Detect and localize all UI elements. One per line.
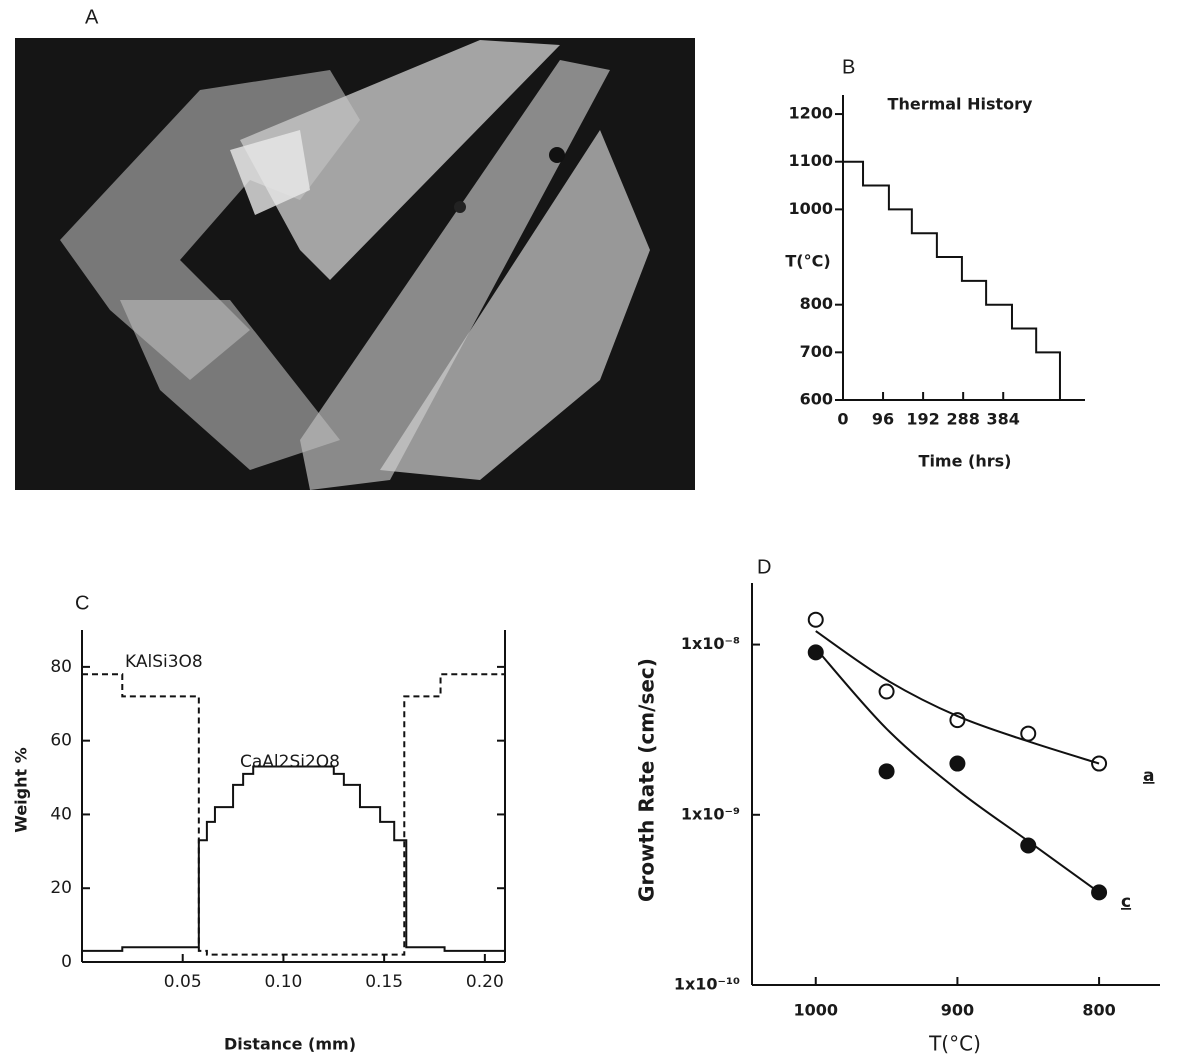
x-tick-label: 0: [837, 410, 848, 429]
x-axis-label: T(°C): [928, 1032, 981, 1056]
x-tick-label: 0.20: [466, 972, 504, 992]
x-tick-label: 288: [946, 410, 979, 429]
x-axis-label: Distance (mm): [224, 1035, 356, 1054]
x-tick-label: 384: [987, 410, 1020, 429]
y-tick-label: 40: [50, 804, 72, 824]
y-tick-label: 1000: [788, 199, 833, 218]
x-tick-label: 800: [1082, 1001, 1115, 1020]
panel-label: C: [75, 592, 89, 614]
x-axis-label: Time (hrs): [919, 452, 1012, 471]
data-point: [949, 755, 966, 772]
y-tick-label: 1x10⁻⁸: [681, 634, 740, 653]
y-axis-label: Weight %: [12, 747, 31, 833]
panel-label: B: [842, 56, 855, 78]
fit-curve: [815, 630, 1100, 765]
y-axis-label: T(°C): [785, 252, 830, 271]
y-tick-label: 0: [61, 952, 72, 972]
micrograph: [15, 38, 695, 490]
data-point: [807, 644, 824, 661]
y-tick-label: 1100: [788, 151, 833, 170]
x-tick-label: 900: [941, 1001, 974, 1020]
step-line: [82, 673, 505, 956]
y-tick-label: 60: [50, 731, 72, 751]
y-tick-label: 1200: [788, 104, 833, 123]
fit-curve: [814, 647, 1100, 894]
panel-label: D: [757, 556, 771, 578]
series-label: KAlSi3O8: [125, 652, 203, 672]
y-tick-label: 600: [800, 390, 833, 409]
step-line: [82, 765, 505, 952]
data-point: [878, 683, 895, 700]
y-axis-label: Growth Rate (cm/sec): [635, 658, 659, 902]
panel-label: A: [85, 6, 99, 28]
y-tick-label: 1x10⁻⁹: [681, 804, 740, 823]
y-tick-label: 700: [800, 342, 833, 361]
step-line: [843, 160, 1061, 400]
x-tick-label: 96: [872, 410, 894, 429]
curve-label: a: [1143, 766, 1154, 786]
curve-label: c: [1121, 892, 1131, 912]
y-tick-label: 80: [50, 657, 72, 677]
x-tick-label: 0.15: [365, 972, 403, 992]
x-tick-label: 0.10: [264, 972, 302, 992]
chart-title: Thermal History: [888, 95, 1034, 114]
x-tick-label: 0.05: [164, 972, 202, 992]
x-tick-label: 192: [906, 410, 939, 429]
data-point: [878, 763, 895, 780]
x-tick-label: 1000: [793, 1001, 838, 1020]
series-label: CaAl2Si2O8: [240, 752, 340, 772]
data-point: [1020, 725, 1037, 742]
y-tick-label: 1x10⁻¹⁰: [674, 975, 740, 994]
data-point: [807, 611, 824, 628]
y-tick-label: 20: [50, 878, 72, 898]
y-tick-label: 800: [800, 294, 833, 313]
